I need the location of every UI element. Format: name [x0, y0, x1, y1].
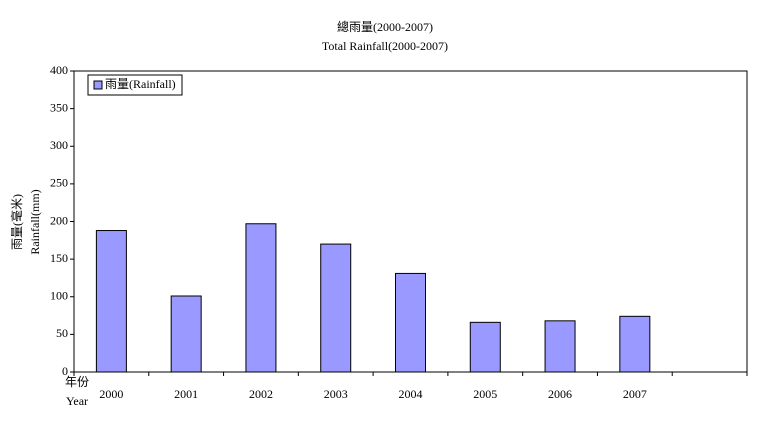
x-axis-label: Year [66, 394, 88, 408]
bar [320, 243, 352, 373]
legend-swatch [93, 80, 103, 90]
chart-title: 總雨量(2000-2007) [337, 19, 433, 34]
bar [95, 230, 127, 373]
y-tick-label: 400 [50, 63, 68, 77]
legend-box [87, 74, 183, 96]
y-tick-label: 250 [50, 176, 68, 190]
y-tick-label: 200 [50, 213, 68, 227]
bar [395, 272, 426, 373]
bar [469, 321, 501, 373]
bar [619, 315, 651, 373]
y-tick-label: 350 [50, 100, 68, 114]
y-tick-label: 300 [50, 138, 68, 152]
x-tick-label: 2006 [548, 387, 572, 401]
y-axis-label: 雨量(毫米) [9, 194, 24, 250]
legend-label: 雨量(Rainfall) [105, 77, 176, 91]
x-tick-label: 2007 [623, 387, 647, 401]
bar [245, 223, 277, 373]
chart-subtitle: Total Rainfall(2000-2007) [322, 39, 448, 53]
y-tick-label: 100 [50, 289, 68, 303]
y-tick-label: 0 [62, 364, 68, 378]
x-tick-label: 2002 [249, 387, 273, 401]
x-tick-label: 2003 [324, 387, 348, 401]
y-axis-label: Rainfall(mm) [28, 189, 42, 254]
y-axis-title: 雨量(毫米) Rainfall(mm) [9, 189, 42, 254]
bar [544, 320, 576, 373]
x-tick-label: 2004 [399, 387, 423, 401]
x-tick-label: 2000 [99, 387, 123, 401]
x-tick-label: 2001 [174, 387, 198, 401]
y-tick-label: 150 [50, 251, 68, 265]
bar [170, 295, 202, 373]
y-tick-label: 50 [56, 326, 68, 340]
x-tick-label: 2005 [473, 387, 497, 401]
x-axis-label: 年份 [65, 375, 89, 389]
